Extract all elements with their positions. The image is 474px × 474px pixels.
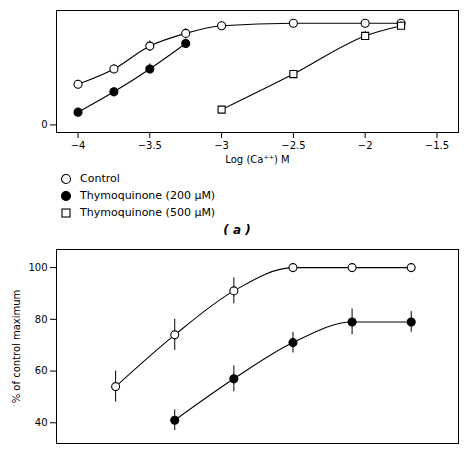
svg-text:Log (Ca⁺⁺) M: Log (Ca⁺⁺) M xyxy=(225,154,289,165)
svg-text:% of control maximum: % of control maximum xyxy=(11,290,22,404)
svg-text:0: 0 xyxy=(41,119,47,130)
svg-text:100: 100 xyxy=(28,262,47,273)
html-text:( a ): ( a ) xyxy=(223,223,251,237)
svg-text:−4: −4 xyxy=(71,140,86,151)
svg-text:−2.5: −2.5 xyxy=(281,140,305,151)
svg-text:−3.5: −3.5 xyxy=(138,140,162,151)
html-text:Control: Control xyxy=(80,172,120,185)
svg-text:40: 40 xyxy=(35,417,48,428)
svg-text:−1.5: −1.5 xyxy=(425,140,449,151)
html-text:Thymoquinone (200 μM): Thymoquinone (200 μM) xyxy=(80,189,216,202)
html-text:Thymoquinone (500 μM): Thymoquinone (500 μM) xyxy=(80,206,216,219)
svg-text:80: 80 xyxy=(35,314,48,325)
svg-text:−2: −2 xyxy=(358,140,373,151)
svg-text:−3: −3 xyxy=(214,140,229,151)
svg-text:60: 60 xyxy=(35,365,48,376)
